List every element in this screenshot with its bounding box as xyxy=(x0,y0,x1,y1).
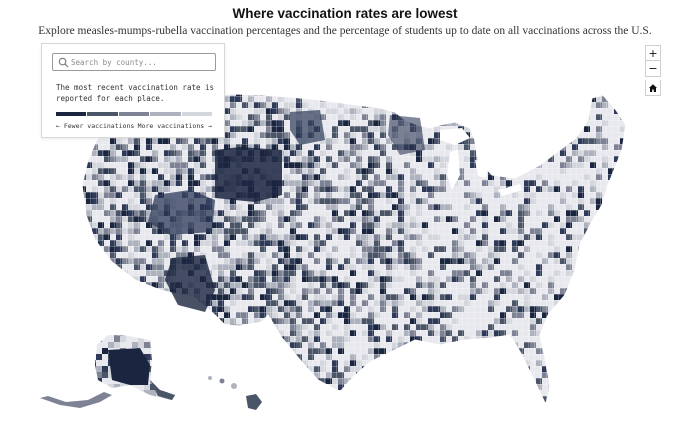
legend-swatch-4 xyxy=(150,112,181,116)
choropleth-map[interactable] xyxy=(0,40,690,437)
lake-michigan xyxy=(447,150,460,190)
county-search-input[interactable] xyxy=(71,54,213,70)
hawaii-island-3 xyxy=(231,383,237,389)
hawaii-island-1 xyxy=(208,376,212,380)
hawaii-big-island xyxy=(246,394,262,410)
legend-swatch-5 xyxy=(181,112,213,116)
map-subtitle: Explore measles-mumps-rubella vaccinatio… xyxy=(38,25,652,37)
lake-huron xyxy=(475,160,488,178)
legend-note: The most recent vaccination rate is repo… xyxy=(56,83,215,103)
home-button[interactable] xyxy=(645,80,661,96)
lake-superior xyxy=(440,128,470,145)
legend-fewer-label: ← Fewer vaccinations xyxy=(56,122,135,130)
legend-swatch-1 xyxy=(56,112,87,116)
alaska-main-region xyxy=(108,348,150,385)
arizona-region xyxy=(165,255,215,312)
legend-scale xyxy=(56,112,213,116)
zoom-in-button[interactable]: + xyxy=(645,45,661,61)
aleutian-islands xyxy=(40,392,112,408)
zoom-out-button[interactable]: − xyxy=(645,61,661,77)
home-icon xyxy=(649,83,657,92)
minnesota-region xyxy=(388,115,425,155)
alaska[interactable] xyxy=(40,330,180,408)
legend-labels: ← Fewer vaccinations More vaccinations → xyxy=(56,122,212,130)
lake-erie xyxy=(498,184,522,196)
hawaii[interactable] xyxy=(208,376,262,410)
map-title: Where vaccination rates are lowest xyxy=(232,6,458,21)
header: Where vaccination rates are lowest Explo… xyxy=(0,4,690,37)
nevada-utah-region xyxy=(148,190,215,235)
legend-panel: The most recent vaccination rate is repo… xyxy=(41,43,225,138)
hawaii-island-2 xyxy=(219,378,225,384)
search-icon xyxy=(58,57,69,68)
map-controls: + − xyxy=(645,45,661,96)
legend-more-label: More vaccinations → xyxy=(137,122,212,130)
legend-swatch-3 xyxy=(118,112,150,116)
montana-east-region xyxy=(290,110,325,145)
search-box[interactable] xyxy=(52,53,216,71)
legend-swatch-2 xyxy=(87,112,118,116)
alaska-panhandle xyxy=(150,380,175,400)
wyoming-region xyxy=(215,147,282,202)
